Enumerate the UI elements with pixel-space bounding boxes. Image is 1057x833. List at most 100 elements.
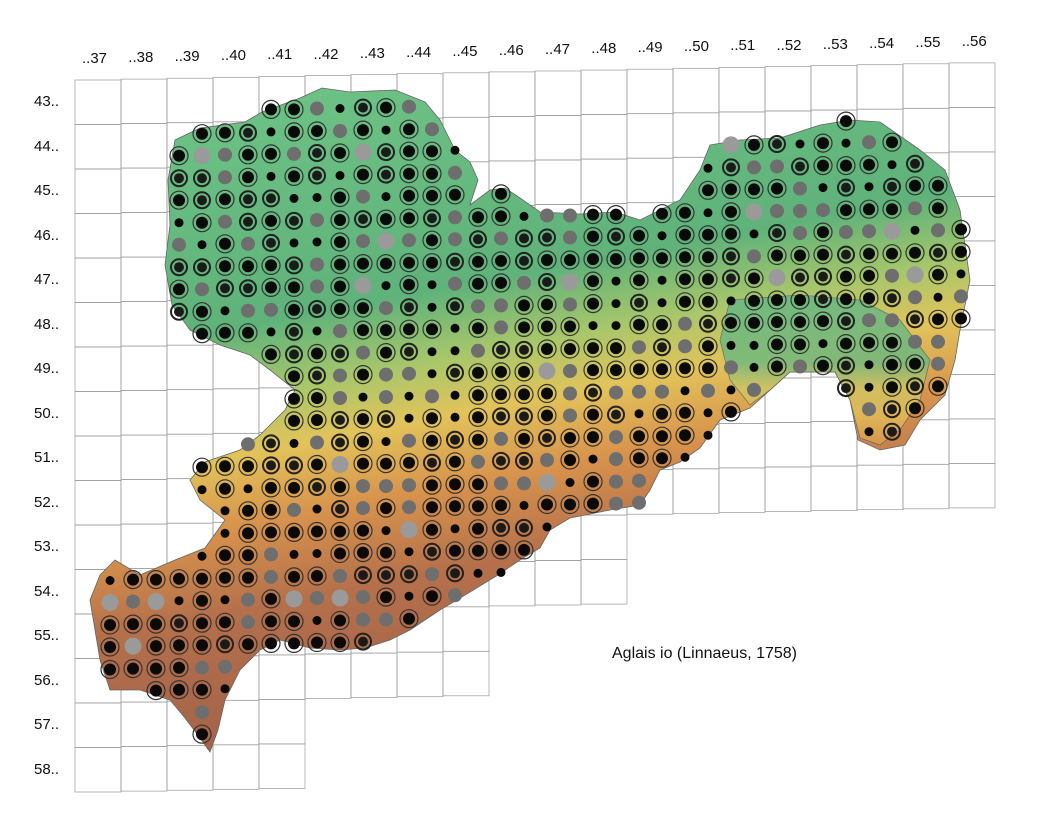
- occurrence-dot: [195, 282, 209, 297]
- occurrence-dot: [192, 457, 212, 477]
- occurrence-dot: [169, 279, 189, 299]
- occurrence-dot: [588, 454, 598, 464]
- occurrence-dot: [931, 356, 945, 371]
- column-label: ..49: [637, 39, 663, 57]
- grid-cell: [672, 468, 720, 514]
- occurrence-dot: [425, 567, 439, 582]
- occurrence-dot: [331, 411, 349, 429]
- occurrence-dot: [836, 111, 856, 131]
- occurrence-dot: [882, 333, 902, 353]
- occurrence-dot: [583, 294, 603, 314]
- occurrence-dot: [519, 211, 529, 221]
- occurrence-dot: [261, 522, 281, 543]
- occurrence-dot: [494, 431, 508, 446]
- occurrence-dot: [583, 494, 603, 514]
- occurrence-dot: [446, 430, 464, 449]
- occurrence-dot: [652, 315, 672, 335]
- occurrence-dot: [238, 634, 258, 654]
- occurrence-dot: [310, 435, 324, 450]
- occurrence-dot: [468, 541, 488, 561]
- occurrence-dot: [238, 167, 258, 187]
- occurrence-dot: [837, 356, 855, 375]
- occurrence-dot: [491, 540, 511, 560]
- occurrence-dot: [239, 123, 257, 142]
- occurrence-dot: [215, 189, 235, 209]
- grid-cell: [120, 390, 168, 436]
- occurrence-dot: [703, 208, 713, 218]
- occurrence-dot: [241, 592, 255, 607]
- occurrence-dot: [354, 210, 372, 229]
- grid-cell: [580, 69, 628, 115]
- occurrence-dot: [749, 229, 759, 239]
- occurrence-dot: [400, 298, 418, 317]
- grid-cell: [948, 107, 996, 153]
- row-label: 57..: [34, 716, 60, 733]
- occurrence-dot: [538, 429, 556, 447]
- grid-cell: [534, 560, 582, 606]
- occurrence-dot: [565, 478, 575, 487]
- occurrence-dot: [448, 276, 462, 291]
- occurrence-dot: [422, 497, 442, 517]
- occurrence-dot: [195, 705, 209, 720]
- grid-cell: [948, 418, 996, 464]
- occurrence-dot: [284, 478, 304, 498]
- occurrence-dot: [537, 383, 557, 404]
- occurrence-dot: [767, 356, 787, 377]
- occurrence-dot: [169, 190, 189, 210]
- occurrence-dot: [448, 210, 462, 225]
- occurrence-dot: [169, 635, 189, 655]
- occurrence-dot: [192, 680, 212, 700]
- occurrence-dot: [680, 452, 690, 462]
- grid-cell: [120, 746, 168, 792]
- occurrence-dot: [652, 448, 672, 468]
- occurrence-dot: [609, 496, 623, 511]
- occurrence-dot: [632, 473, 646, 488]
- occurrence-dot: [813, 156, 833, 176]
- occurrence-dot: [747, 249, 761, 264]
- occurrence-dot: [537, 339, 557, 359]
- grid-cell: [74, 124, 122, 170]
- grid-cell: [258, 654, 306, 700]
- occurrence-dot: [515, 340, 533, 359]
- occurrence-dot: [285, 456, 303, 475]
- occurrence-dot: [330, 187, 350, 208]
- occurrence-dot: [747, 382, 761, 397]
- occurrence-dot: [307, 521, 327, 542]
- occurrence-dot: [307, 454, 327, 475]
- occurrence-dot: [722, 269, 740, 288]
- occurrence-dot: [885, 313, 899, 328]
- grid-cell: [74, 302, 122, 348]
- occurrence-dot: [583, 360, 603, 380]
- column-label: ..48: [591, 40, 617, 58]
- column-label: ..39: [174, 48, 200, 66]
- row-label: 49..: [34, 360, 60, 377]
- occurrence-dot: [657, 298, 667, 308]
- occurrence-dot: [611, 299, 621, 309]
- occurrence-dot: [261, 611, 281, 632]
- occurrence-dot: [192, 635, 212, 655]
- occurrence-dot: [675, 225, 695, 245]
- occurrence-dot: [928, 176, 948, 196]
- occurrence-dot: [882, 377, 902, 397]
- occurrence-dot: [652, 204, 672, 224]
- occurrence-dot: [767, 178, 787, 199]
- grid-cell: [534, 115, 582, 161]
- occurrence-dot: [425, 389, 439, 404]
- occurrence-dot: [491, 384, 511, 404]
- occurrence-dot: [147, 593, 165, 611]
- occurrence-dot: [169, 658, 189, 678]
- occurrence-dot: [468, 407, 488, 427]
- occurrence-dot: [657, 275, 667, 285]
- grid-cell: [626, 113, 674, 159]
- occurrence-dot: [450, 346, 460, 356]
- occurrence-dot: [675, 269, 695, 289]
- occurrence-dot: [887, 160, 897, 170]
- occurrence-dot: [261, 633, 281, 654]
- occurrence-dot: [494, 231, 508, 246]
- occurrence-dot: [312, 326, 322, 336]
- occurrence-dot: [928, 309, 948, 329]
- occurrence-dot: [818, 339, 828, 349]
- row-label: 53..: [34, 538, 60, 555]
- column-label: ..44: [406, 43, 432, 61]
